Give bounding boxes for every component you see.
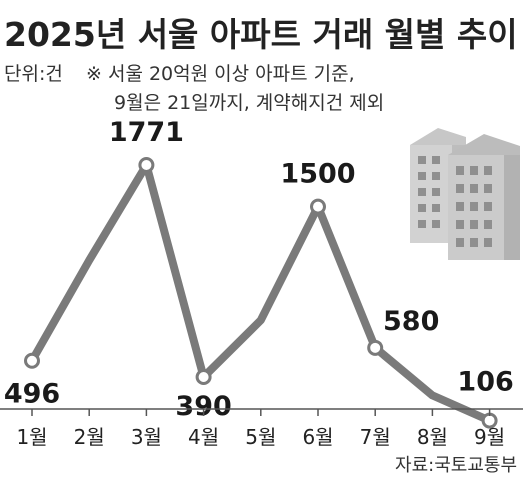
unit-label: 단위:건 xyxy=(4,63,63,85)
data-label: 1771 xyxy=(109,117,184,148)
x-tick-label: 1월 xyxy=(16,425,47,449)
data-point-marker xyxy=(24,352,40,369)
x-tick-label: 4월 xyxy=(188,425,219,449)
x-tick-label: 8월 xyxy=(417,425,448,449)
x-tick-label: 5월 xyxy=(245,425,276,449)
x-tick-label: 9월 xyxy=(474,425,505,449)
x-tick-label: 6월 xyxy=(302,425,333,449)
series-line xyxy=(28,161,494,425)
data-label: 390 xyxy=(175,391,231,422)
data-label: 1500 xyxy=(280,159,355,190)
data-point-marker xyxy=(195,369,212,385)
source-label: 자료:국토교통부 xyxy=(395,455,517,476)
note-line-1: ※ 서울 20억원 이상 아파트 기준, xyxy=(86,63,355,85)
x-axis-ticks: 1월 2월 3월 4월 5월 6월 7월 8월 9월 xyxy=(16,409,505,449)
note-line-2: 9월은 21일까지, 계약해지건 제외 xyxy=(114,92,384,114)
building-front-roof xyxy=(448,134,520,155)
data-label: 106 xyxy=(457,367,513,398)
x-tick-label: 7월 xyxy=(360,425,391,449)
building-front-side xyxy=(504,155,520,260)
plot-area: 496 1771 390 1500 580 106 xyxy=(4,117,514,429)
data-label: 580 xyxy=(383,306,439,337)
apartment-buildings-icon xyxy=(410,128,520,260)
data-point-marker xyxy=(367,339,384,356)
data-point-marker xyxy=(138,157,155,173)
building-back-roof xyxy=(410,128,466,145)
x-tick-label: 2월 xyxy=(74,425,105,449)
building-back-windows xyxy=(418,156,440,228)
x-tick-label: 3월 xyxy=(131,425,162,449)
data-point-marker xyxy=(310,198,326,215)
data-label: 496 xyxy=(4,379,60,410)
chart-title: 2025년 서울 아파트 거래 월별 추이 xyxy=(4,15,518,54)
building-front-windows xyxy=(456,166,492,247)
